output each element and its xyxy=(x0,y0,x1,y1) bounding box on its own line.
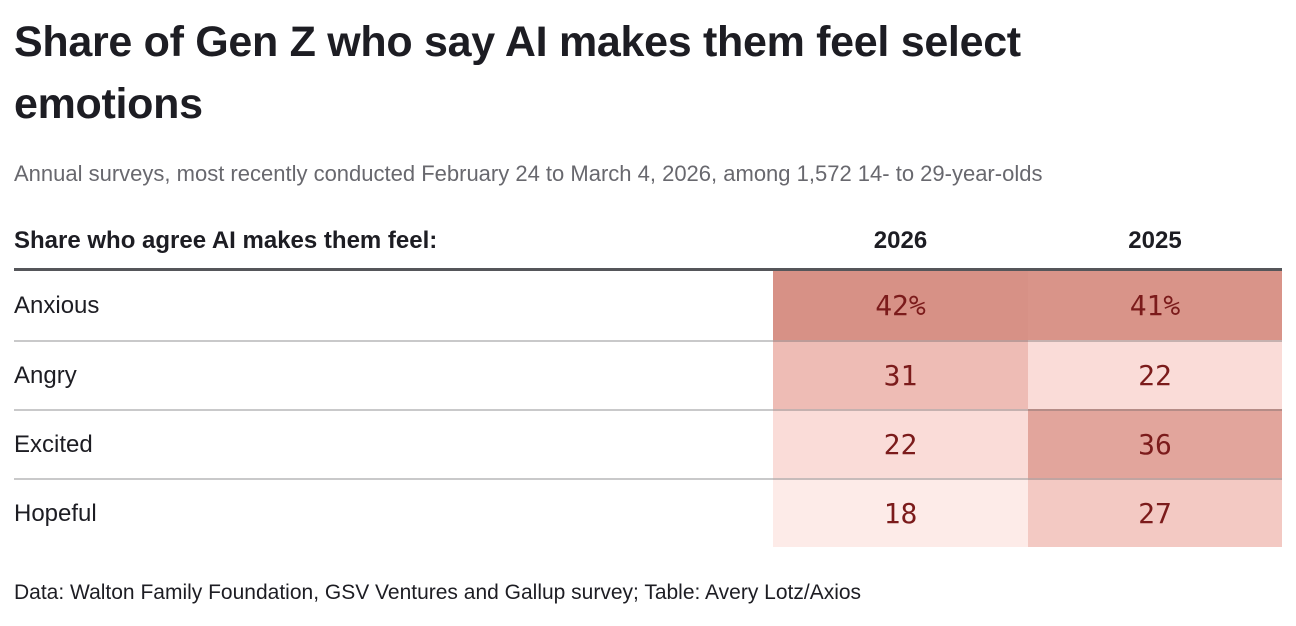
cell-excited-2026: 22 xyxy=(773,409,1028,479)
emotions-table: Share who agree AI makes them feel: 2026… xyxy=(14,227,1282,548)
column-header-2025: 2025 xyxy=(1128,227,1182,255)
row-label: Angry xyxy=(14,340,773,409)
axios-table-card: Share of Gen Z who say AI makes them fee… xyxy=(14,18,1282,605)
table-header-row: Share who agree AI makes them feel: 2026… xyxy=(14,227,1282,272)
source-credit: Data: Walton Family Foundation, GSV Vent… xyxy=(14,581,862,605)
chart-subtitle: Annual surveys, most recently conducted … xyxy=(14,160,1043,186)
cell-angry-2026: 31 xyxy=(773,340,1028,410)
column-header-2026: 2026 xyxy=(873,227,928,255)
table-row-hopeful: Hopeful 18 27 xyxy=(14,478,1282,548)
page-title: Share of Gen Z who say AI makes them fee… xyxy=(14,18,1021,128)
row-label: Hopeful xyxy=(14,478,773,547)
row-label: Excited xyxy=(14,409,773,478)
column-header-emotions: Share who agree AI makes them feel: xyxy=(14,227,438,255)
table-row-anxious: Anxious 42% 41% xyxy=(14,271,1282,341)
table-row-excited: Excited 22 36 xyxy=(14,409,1282,479)
cell-anxious-2025: 41% xyxy=(1028,271,1282,341)
row-label: Anxious xyxy=(14,291,100,319)
cell-angry-2025: 22 xyxy=(1028,340,1282,410)
cell-excited-2025: 36 xyxy=(1028,409,1282,479)
cell-hopeful-2026: 18 xyxy=(773,478,1028,548)
cell-hopeful-2025: 27 xyxy=(1028,478,1282,548)
table-row-angry: Angry 31 22 xyxy=(14,340,1282,410)
cell-anxious-2026: 42% xyxy=(773,271,1028,341)
